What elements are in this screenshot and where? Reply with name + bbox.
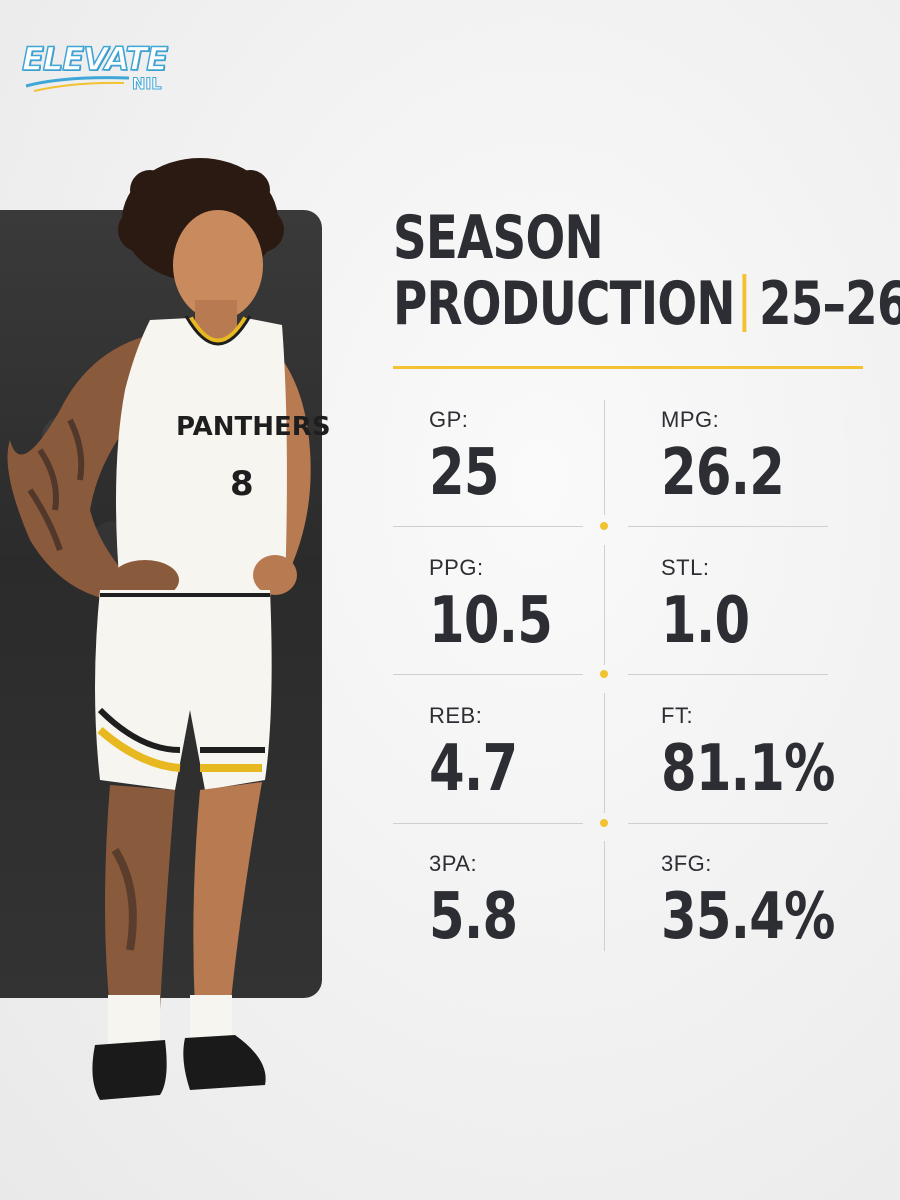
row-divider — [628, 823, 828, 824]
stat-value: 1.0 — [661, 584, 750, 658]
stat-value: 26.2 — [661, 436, 785, 510]
title-production-row: PRODUCTION 25–26 — [393, 269, 900, 339]
stat-value: 35.4% — [661, 880, 835, 954]
row-divider — [393, 674, 583, 675]
stat-label: PPG: — [429, 555, 484, 580]
divider-dot — [600, 819, 608, 827]
stat-gp: GP: 25 — [429, 407, 629, 505]
stat-label: REB: — [429, 703, 483, 728]
title-production: PRODUCTION — [393, 269, 736, 339]
title-divider — [742, 274, 747, 332]
title-season-years: 25–26 — [758, 269, 900, 339]
stat-label: 3FG: — [661, 851, 712, 876]
logo-wordmark: ELEVATE — [21, 39, 169, 79]
stat-label: STL: — [661, 555, 710, 580]
stat-value: 81.1% — [661, 732, 835, 806]
stat-reb: REB: 4.7 — [429, 703, 629, 801]
column-divider — [604, 545, 605, 665]
stat-label: MPG: — [661, 407, 720, 432]
stat-stl: STL: 1.0 — [661, 555, 861, 653]
stat-label: FT: — [661, 703, 694, 728]
logo-subtext: NIL — [132, 74, 163, 94]
elevate-nil-logo: ELEVATE NIL — [21, 36, 182, 98]
row-divider — [628, 526, 828, 527]
column-divider — [604, 841, 605, 951]
jersey-text: PANTHERS — [176, 412, 330, 442]
stat-value: 10.5 — [429, 584, 553, 658]
row-divider — [393, 526, 583, 527]
stat-label: 3PA: — [429, 851, 478, 876]
title-underline — [393, 366, 863, 369]
title-block: SEASON PRODUCTION 25–26 — [393, 203, 900, 339]
row-divider — [393, 823, 583, 824]
stat-value: 4.7 — [429, 732, 518, 806]
stat-value: 25 — [429, 436, 499, 510]
stat-ft: FT: 81.1% — [661, 703, 861, 801]
jersey-number: 8 — [230, 464, 254, 504]
swoosh-icon — [25, 76, 130, 92]
stat-3pa: 3PA: 5.8 — [429, 851, 629, 949]
player-photo: PANTHERS 8 — [7, 158, 330, 1100]
divider-dot — [600, 670, 608, 678]
stat-ppg: PPG: 10.5 — [429, 555, 629, 653]
stat-3fg: 3FG: 35.4% — [661, 851, 861, 949]
stats-grid: GP: 25 MPG: 26.2 PPG: 10.5 STL: 1.0 REB:… — [393, 395, 835, 965]
stat-mpg: MPG: 26.2 — [661, 407, 861, 505]
stat-value: 5.8 — [429, 880, 518, 954]
column-divider — [604, 400, 605, 515]
title-season: SEASON — [393, 203, 604, 273]
divider-dot — [600, 522, 608, 530]
row-divider — [628, 674, 828, 675]
column-divider — [604, 693, 605, 813]
stat-label: GP: — [429, 407, 469, 432]
